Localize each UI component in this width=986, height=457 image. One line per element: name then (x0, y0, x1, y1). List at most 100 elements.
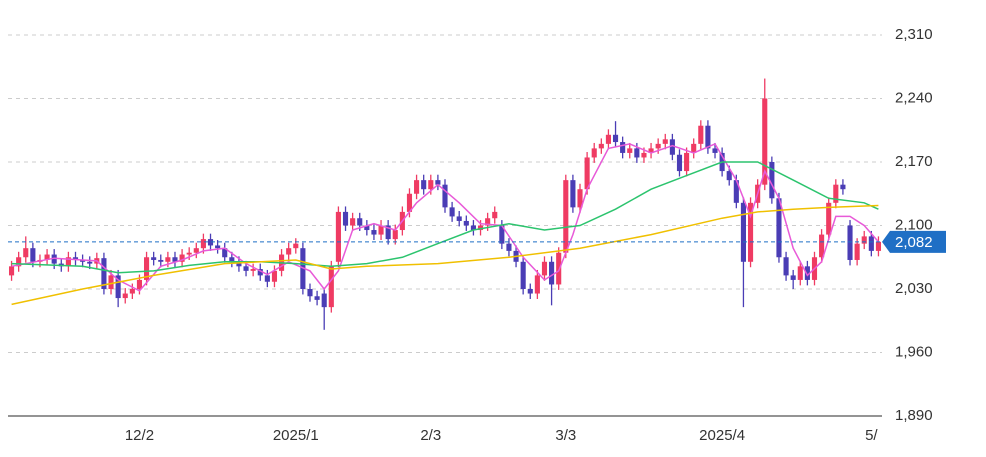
candle-body (72, 257, 79, 260)
candle-body (570, 180, 576, 208)
candle-body (414, 180, 420, 194)
candle-body (236, 261, 242, 267)
candle-body (421, 180, 427, 190)
candle-body (662, 139, 668, 144)
x-tick-label: 3/3 (555, 427, 576, 444)
candle-body (8, 266, 15, 276)
candle-body (861, 236, 867, 244)
candle-body (193, 248, 199, 253)
candle-body (492, 211, 498, 219)
candle-body (485, 218, 491, 226)
candle-body (541, 261, 548, 276)
last-price-badge (882, 230, 946, 253)
candle-body (378, 225, 384, 235)
candle-body (23, 248, 29, 258)
candle-body (350, 218, 356, 226)
candle-body (819, 234, 825, 258)
candle-body (769, 162, 775, 199)
candle-body (87, 261, 93, 264)
candle-body (293, 243, 299, 249)
candle-body (691, 143, 697, 153)
candle-body (286, 248, 292, 255)
x-tick-label: 2025/4 (699, 427, 745, 444)
candle-body (80, 259, 86, 262)
candle-body (129, 289, 135, 294)
candle-body (44, 254, 50, 260)
candle-body (840, 184, 846, 190)
candle-body (804, 266, 810, 280)
candle-body (527, 289, 533, 294)
candle-body (222, 248, 228, 258)
candle-body (733, 180, 739, 203)
candle-body (875, 241, 882, 251)
candle-body (144, 257, 150, 280)
candle-body (591, 148, 597, 158)
candle-body (577, 189, 583, 208)
candle-body (151, 257, 157, 260)
candle-body (712, 148, 718, 153)
candle-body (264, 275, 270, 282)
candle-body (200, 239, 206, 249)
candle-body (215, 245, 221, 249)
candle-body (179, 254, 185, 262)
candle-body (250, 269, 256, 271)
candle-body (833, 184, 839, 203)
candle-body (634, 148, 640, 158)
candle-body (456, 216, 462, 221)
candle-body (470, 225, 476, 231)
candle-body (641, 152, 647, 158)
y-tick-label: 1,960 (895, 343, 933, 360)
candle-body (684, 152, 690, 172)
candle-body (747, 202, 754, 262)
candle-body (122, 293, 128, 299)
candle-body (229, 257, 235, 262)
candle-body (136, 279, 143, 289)
candle-body (655, 143, 661, 149)
y-tick-label: 2,170 (895, 153, 933, 170)
candle-body (65, 257, 71, 267)
y-tick-label: 2,240 (895, 89, 933, 106)
candle-body (328, 266, 334, 308)
candle-body (158, 259, 164, 262)
candle-body (357, 218, 363, 226)
candle-body (868, 236, 874, 251)
candle-body (776, 198, 782, 258)
y-tick-label: 2,100 (895, 216, 933, 233)
candle-body (847, 225, 853, 260)
candle-body (30, 248, 36, 262)
x-tick-label: 12/2 (125, 427, 154, 444)
y-tick-label: 2,310 (895, 26, 933, 43)
candle-body (406, 193, 413, 212)
x-tick-label: 2/3 (420, 427, 441, 444)
candle-body (392, 230, 398, 240)
x-tick-label: 5/ (865, 427, 878, 444)
candle-body (207, 239, 214, 246)
candle-body (740, 202, 746, 262)
candle-body (797, 266, 803, 280)
moving-average-line (11, 204, 879, 306)
candle-body (762, 98, 768, 185)
candle-body (463, 220, 469, 226)
candle-body (627, 148, 633, 153)
candle-body (854, 243, 860, 260)
candle-body (520, 261, 526, 289)
candle-body (783, 257, 789, 276)
candle-body (563, 180, 569, 253)
candle-body (705, 125, 711, 149)
candle-body (115, 275, 121, 299)
candle-body (101, 258, 107, 289)
candle-body (314, 296, 320, 300)
candle-body (165, 257, 171, 262)
candle-body (584, 157, 590, 190)
candle-body (243, 266, 249, 271)
candle-body (449, 207, 455, 217)
candle-body (648, 148, 654, 153)
candle-body (549, 261, 555, 285)
candle-body (534, 275, 540, 294)
candle-body (172, 257, 178, 262)
candle-body (16, 257, 22, 267)
candle-body (321, 293, 327, 308)
candle-body (342, 211, 349, 226)
candle-body (307, 289, 313, 297)
